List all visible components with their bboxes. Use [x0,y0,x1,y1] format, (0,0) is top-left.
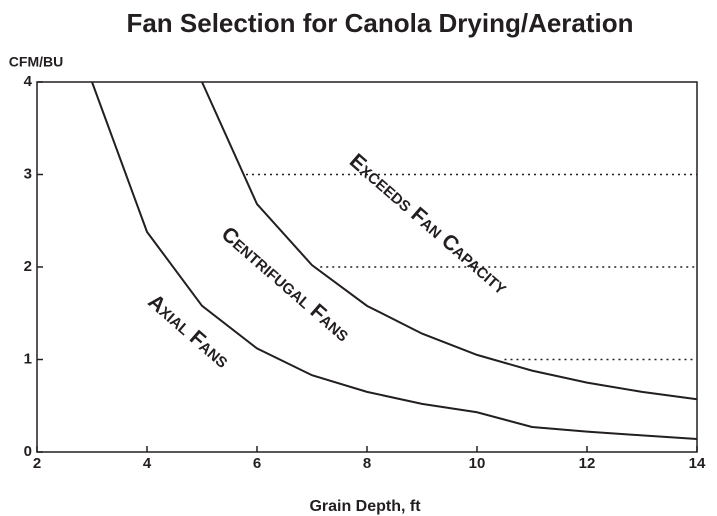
y-tick-label: 0 [24,443,32,460]
series-annotation: Axial Fans [143,290,233,373]
x-tick-label: 12 [579,455,596,472]
x-tick-label: 4 [143,455,152,472]
y-tick-label: 1 [24,350,32,367]
series-line [91,81,698,441]
series-line [201,81,698,401]
x-axis-label: Grain Depth, ft [309,498,421,515]
annotation: Exceeds Fan Capacity [345,149,512,299]
x-tick-label: 6 [253,455,261,472]
x-tick-label: 2 [33,455,41,472]
x-tick-label: 10 [469,455,486,472]
chart-title: Fan Selection for Canola Drying/Aeration [126,8,633,38]
y-tick-label: 4 [24,73,33,90]
y-axis-label: CFM/BU [9,54,63,70]
y-tick-label: 2 [24,258,32,275]
x-tick-label: 8 [363,455,371,472]
y-tick-label: 3 [24,165,32,182]
series-annotation: Centrifugal Fans [217,222,354,346]
x-tick-label: 14 [689,455,706,472]
